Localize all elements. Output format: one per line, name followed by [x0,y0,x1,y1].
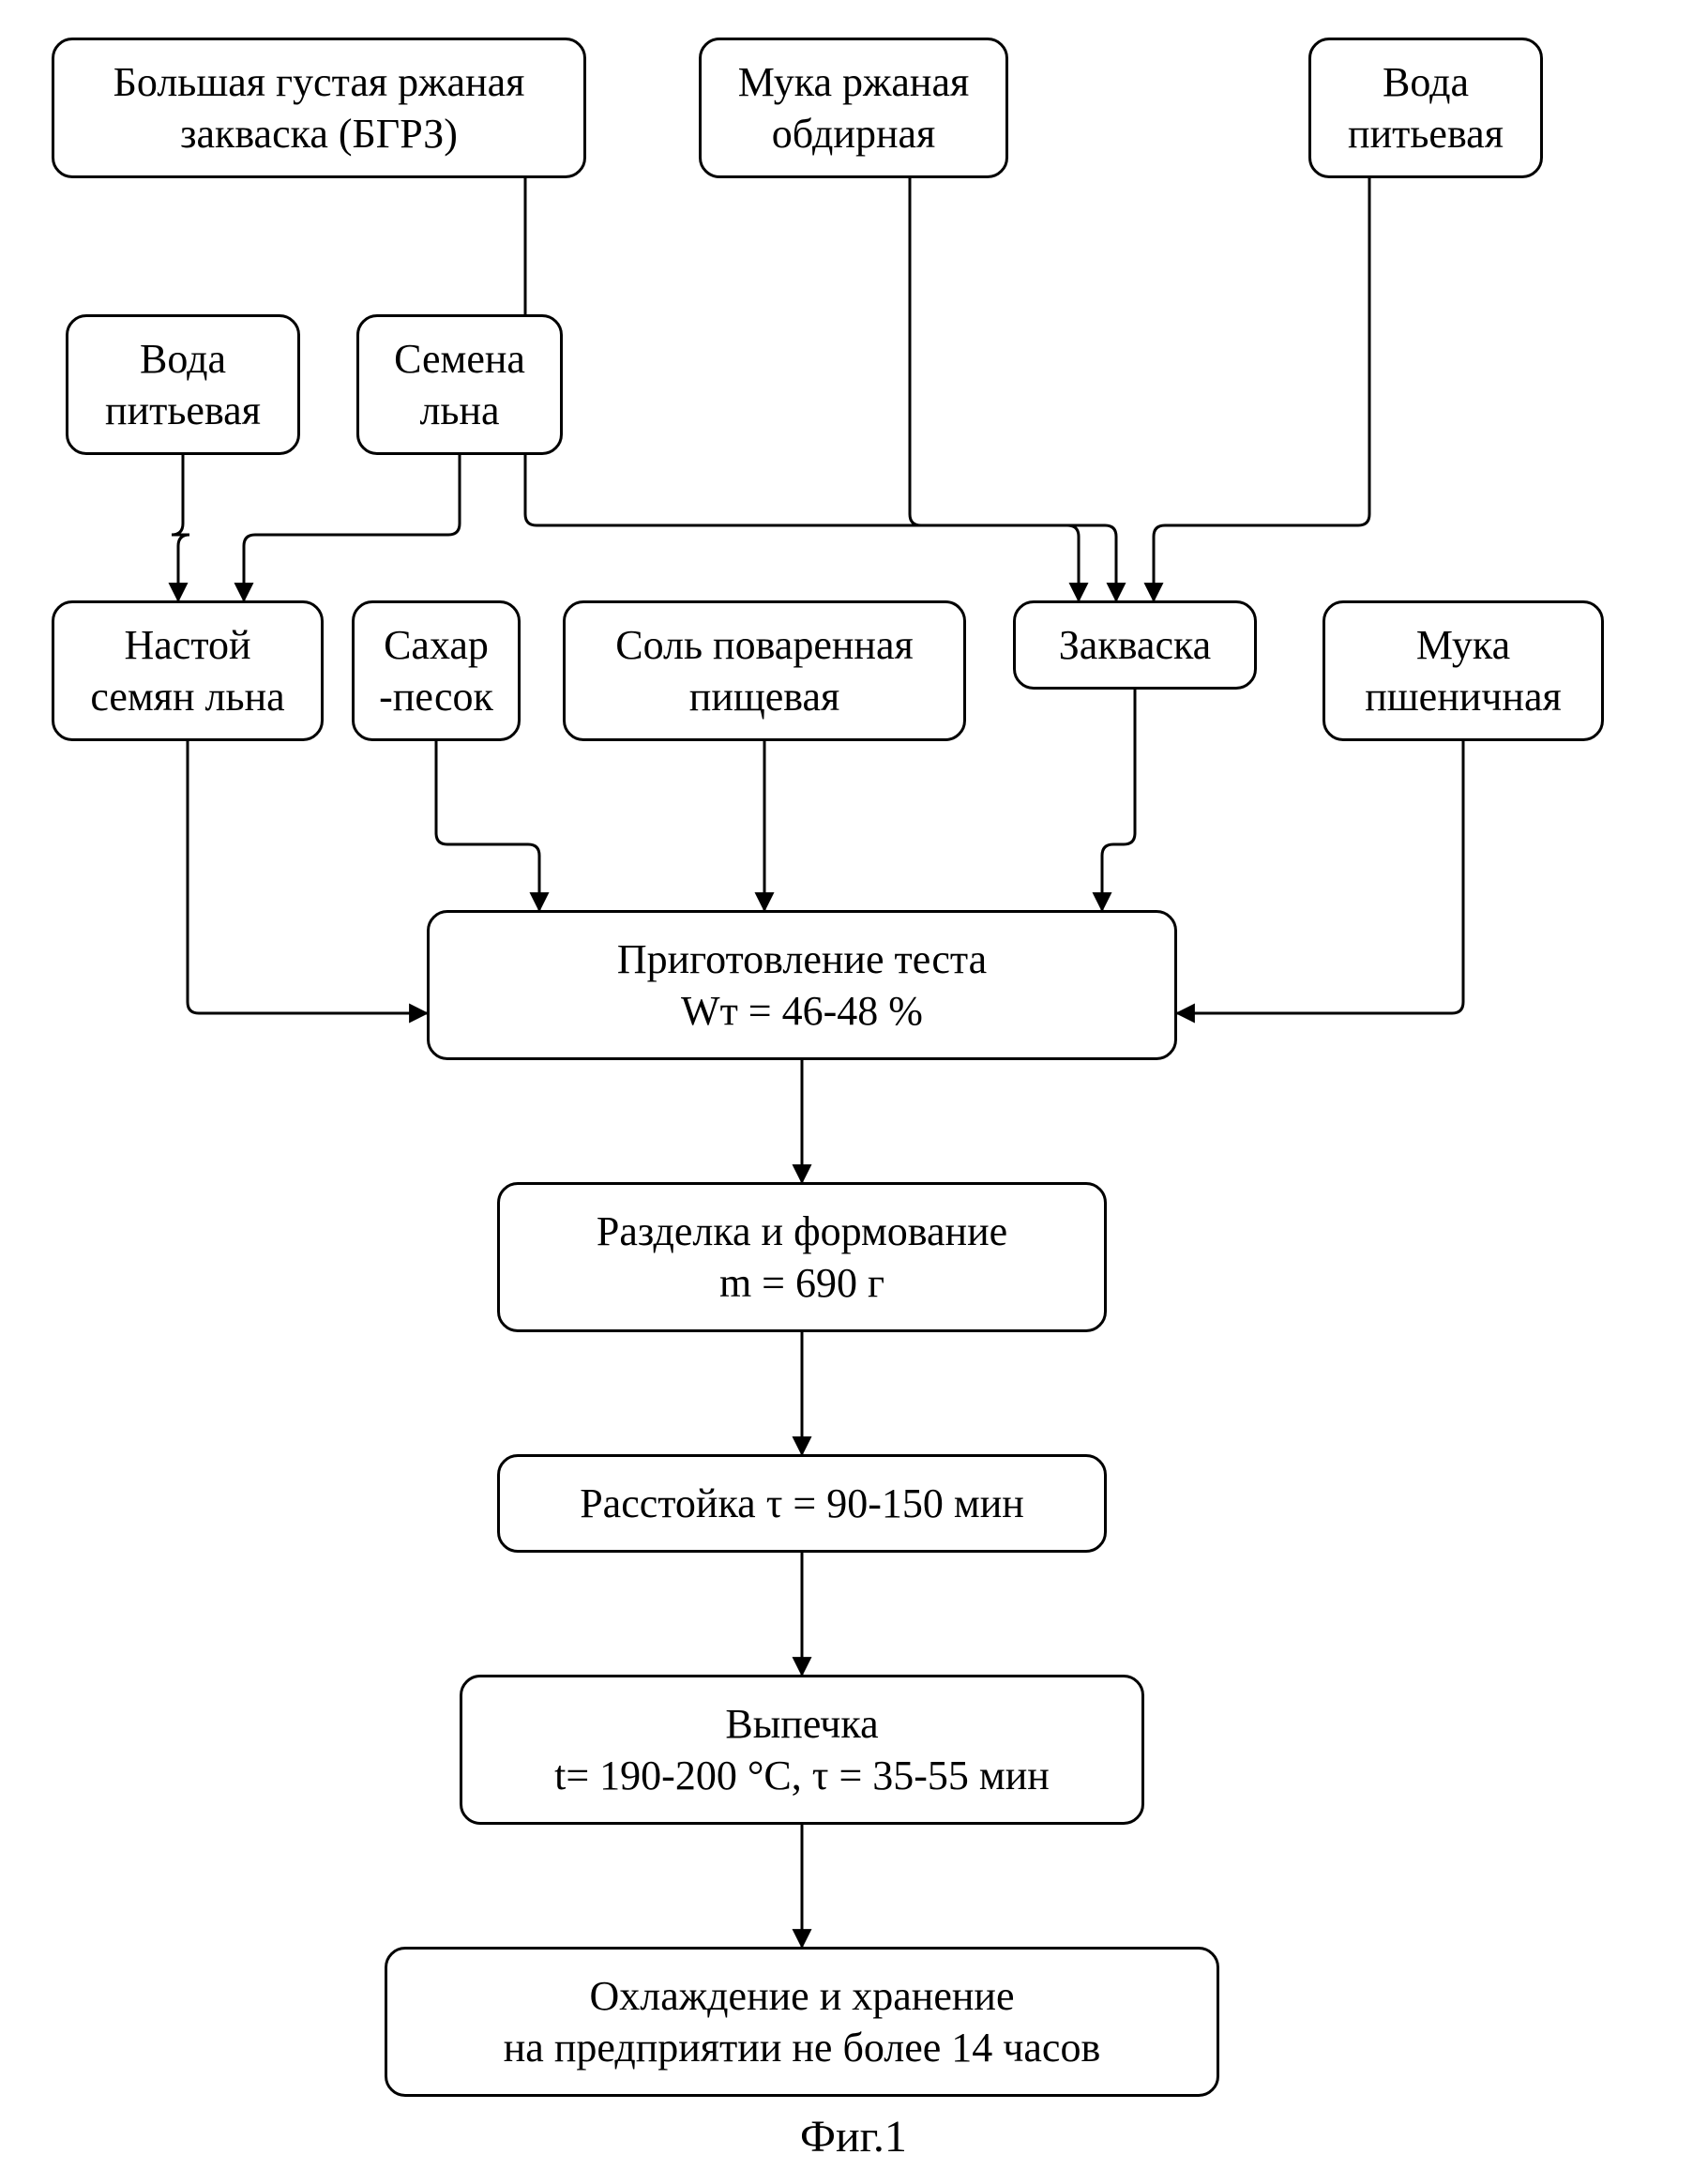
node-label: Расстойка τ = 90-150 мин [580,1478,1024,1529]
node-cooling-storage: Охлаждение и хранение на предприятии не … [385,1947,1219,2097]
node-label: t= 190-200 °С, τ = 35-55 мин [554,1750,1050,1801]
node-label: Разделка и формование [597,1206,1007,1257]
node-label: питьевая [105,385,261,436]
node-flour-wheat: Мука пшеничная [1323,600,1604,741]
node-flax-infusion: Настой семян льна [52,600,324,741]
node-label: семян льна [90,671,284,722]
node-proofing: Расстойка τ = 90-150 мин [497,1454,1107,1553]
node-zakvaska: Закваска [1013,600,1257,690]
node-label: Мука [1416,619,1510,671]
node-label: Приготовление теста [617,933,987,985]
node-label: на предприятии не более 14 часов [504,2022,1100,2073]
node-label: закваска (БГРЗ) [180,108,458,159]
node-label: Сахар [384,619,489,671]
node-flour-rye: Мука ржаная обдирная [699,38,1008,178]
node-shaping: Разделка и формование m = 690 г [497,1182,1107,1332]
node-flax-seeds: Семена льна [356,314,563,455]
node-label: m = 690 г [719,1257,884,1309]
node-label: льна [419,385,499,436]
node-label: Настой [124,619,250,671]
node-label: Семена [394,333,525,385]
figure-caption: Фиг.1 [713,2111,994,2162]
node-label: пищевая [689,671,839,722]
flowchart-canvas: Большая густая ржаная закваска (БГРЗ) Му… [0,0,1708,2170]
node-dough-prep: Приготовление теста Wт = 46-48 % [427,910,1177,1060]
node-label: Вода [1383,56,1469,108]
node-label: Wт = 46-48 % [681,985,923,1037]
node-sugar: Сахар -песок [352,600,521,741]
node-label: Закваска [1059,619,1211,671]
node-label: -песок [379,671,493,722]
node-baking: Выпечка t= 190-200 °С, τ = 35-55 мин [460,1675,1144,1825]
node-label: пшеничная [1365,671,1562,722]
node-label: Соль поваренная [615,619,913,671]
node-label: Вода [140,333,226,385]
node-water-top: Вода питьевая [1308,38,1543,178]
node-label: Большая густая ржаная [113,56,525,108]
node-label: питьевая [1348,108,1504,159]
node-label: Охлаждение и хранение [590,1970,1015,2022]
node-label: Мука ржаная [738,56,970,108]
node-bgrz: Большая густая ржаная закваска (БГРЗ) [52,38,586,178]
node-water-left: Вода питьевая [66,314,300,455]
node-salt: Соль поваренная пищевая [563,600,966,741]
node-label: Выпечка [725,1698,878,1750]
node-label: обдирная [772,108,936,159]
